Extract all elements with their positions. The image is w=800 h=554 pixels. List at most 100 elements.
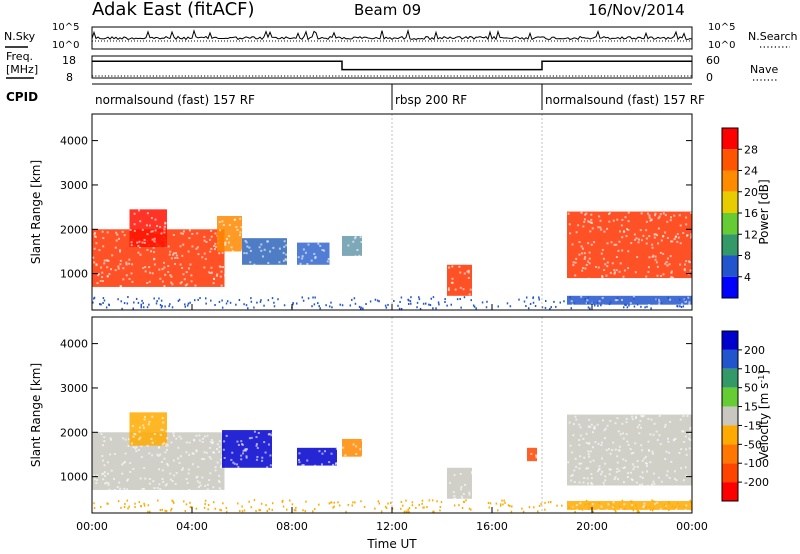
velocity-speckle (352, 443, 355, 446)
velocity-near-range-point (470, 508, 472, 511)
velocity-speckle (344, 454, 347, 457)
velocity-speckle (666, 437, 669, 440)
power-swatch (722, 276, 738, 298)
power-near-range-point (400, 307, 403, 310)
velocity-speckle (618, 445, 621, 448)
power-near-range-point (416, 306, 418, 309)
velocity-near-range-point (203, 506, 206, 509)
velocity-speckle (332, 463, 335, 466)
velocity-speckle (682, 415, 685, 418)
velocity-speckle (245, 456, 248, 459)
power-near-range-point (184, 305, 187, 308)
velocity-speckle (605, 449, 608, 452)
velocity-near-range-point (439, 505, 442, 508)
power-speckle (677, 236, 680, 239)
velocity-speckle (318, 450, 321, 453)
power-speckle (653, 236, 656, 239)
velocity-speckle (604, 475, 607, 478)
velocity-speckle (574, 415, 577, 418)
power-speckle (154, 218, 157, 221)
power-speckle (133, 229, 136, 232)
power-speckle (655, 261, 658, 264)
power-speckle (239, 217, 242, 220)
power-speckle (314, 255, 317, 258)
velocity-speckle (578, 481, 581, 484)
power-near-range-point (238, 299, 241, 302)
power-near-range-point (385, 306, 388, 309)
velocity-speckle (216, 443, 219, 446)
velocity-speckle (670, 460, 673, 463)
velocity-near-range-point (436, 500, 438, 503)
velocity-speckle (267, 443, 270, 446)
power-speckle (203, 235, 206, 238)
power-speckle (141, 241, 144, 244)
power-speckle (261, 255, 264, 258)
velocity-speckle (647, 440, 650, 443)
power-near-range-point (399, 300, 401, 303)
velocity-speckle (685, 474, 688, 477)
power-near-range-point (410, 296, 412, 299)
velocity-speckle (129, 470, 132, 473)
noise-trace (91, 28, 693, 42)
power-speckle (314, 257, 317, 260)
power-speckle (258, 246, 261, 249)
velocity-near-range-point (676, 502, 679, 505)
power-speckle (167, 265, 170, 268)
power-speckle (159, 225, 162, 228)
velocity-speckle (679, 418, 682, 421)
power-speckle (209, 272, 212, 275)
power-speckle (188, 237, 191, 240)
velocity-speckle (600, 444, 603, 447)
power-speckle (463, 272, 466, 275)
power-speckle (272, 246, 275, 249)
velocity-near-range-point (631, 500, 633, 503)
velocity-speckle (655, 430, 658, 433)
power-speckle (645, 229, 648, 232)
power-speckle (188, 229, 191, 232)
velocity-near-range-point (374, 507, 376, 510)
power-near-range-point (550, 306, 553, 309)
power-speckle (285, 253, 288, 256)
power-speckle (688, 303, 691, 306)
power-near-range-point (360, 306, 362, 309)
velocity-near-range-point (501, 499, 503, 502)
velocity-speckle (197, 486, 200, 489)
power-speckle (99, 279, 102, 282)
velocity-near-range-point (185, 503, 188, 506)
velocity-speckle (199, 484, 202, 487)
power-speckle (672, 276, 675, 279)
velocity-speckle (590, 477, 593, 480)
power-speckle (656, 274, 659, 277)
power-near-range-point (184, 303, 186, 306)
power-speckle (583, 252, 586, 255)
velocity-speckle (589, 460, 592, 463)
velocity-speckle (689, 428, 692, 431)
power-speckle (146, 233, 149, 236)
power-speckle (142, 266, 145, 269)
velocity-speckle (132, 468, 135, 471)
velocity-near-range-point (266, 510, 269, 513)
power-speckle (602, 304, 605, 307)
power-speckle (93, 247, 96, 250)
power-speckle (570, 300, 573, 303)
power-speckle (589, 230, 592, 233)
power-speckle (645, 275, 648, 278)
power-near-range-point (609, 301, 612, 304)
velocity-speckle (643, 457, 646, 460)
power-tick-label: 4 (744, 271, 751, 284)
power-speckle (246, 245, 249, 248)
power-speckle (588, 251, 591, 254)
velocity-speckle (642, 506, 645, 509)
velocity-speckle (659, 443, 662, 446)
velocity-speckle (583, 456, 586, 459)
power-speckle (146, 281, 149, 284)
velocity-near-range-point (377, 500, 380, 503)
power-speckle (616, 218, 619, 221)
power-near-range-point (387, 303, 389, 306)
power-near-range-point (146, 306, 149, 309)
power-speckle (603, 230, 606, 233)
velocity-speckle (185, 477, 188, 480)
velocity-speckle (161, 417, 164, 420)
velocity-speckle (582, 437, 585, 440)
power-speckle (119, 249, 122, 252)
